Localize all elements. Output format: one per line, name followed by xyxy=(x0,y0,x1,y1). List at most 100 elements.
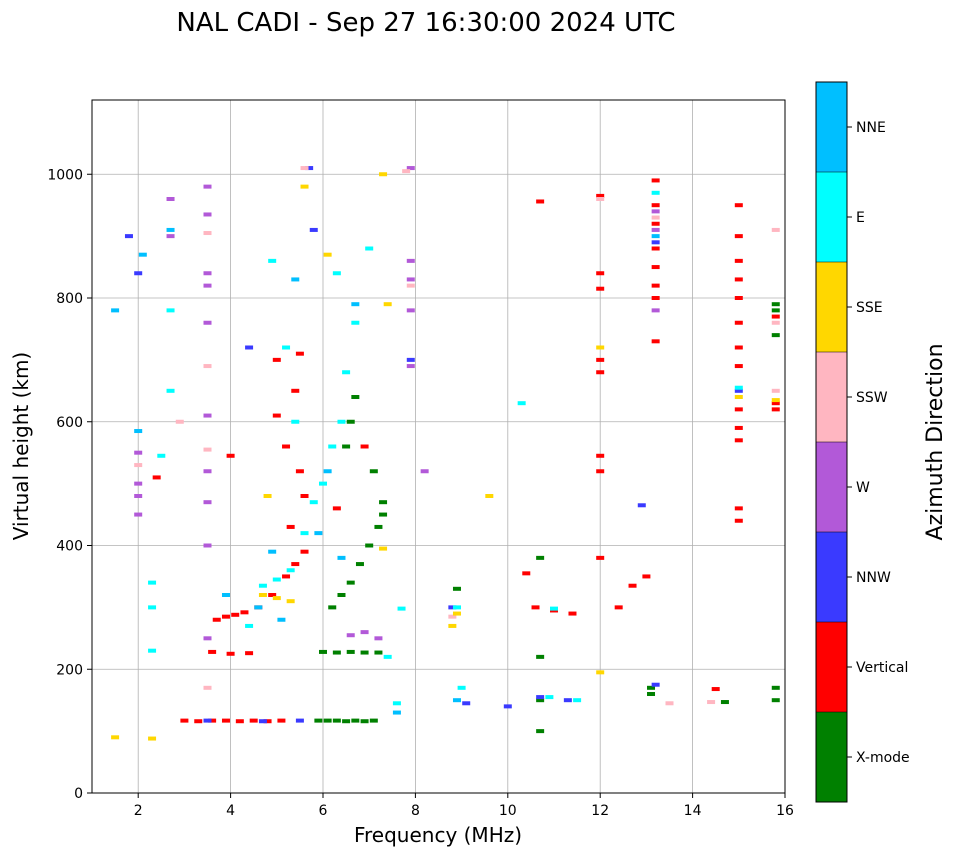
data-point-vertical xyxy=(734,258,743,263)
data-point-x-mode xyxy=(328,605,337,610)
data-point-vertical xyxy=(734,203,743,208)
colorbar-label-sse: SSE xyxy=(856,300,883,316)
data-point-nnw xyxy=(637,503,646,508)
data-point-sse xyxy=(379,172,388,177)
data-point-vertical xyxy=(651,246,660,251)
colorbar-frame xyxy=(815,81,848,803)
chart-title: NAL CADI - Sep 27 16:30:00 2024 UTC xyxy=(176,8,675,38)
data-point-sse xyxy=(300,184,309,189)
data-point-e xyxy=(286,568,295,573)
data-point-ssw xyxy=(707,700,716,705)
data-point-e xyxy=(457,685,466,690)
data-point-vertical xyxy=(245,651,254,656)
data-point-vertical xyxy=(263,719,272,724)
colorbar-label-vertical: Vertical xyxy=(856,660,908,676)
data-point-e xyxy=(268,258,277,263)
data-point-vertical xyxy=(360,444,369,449)
data-point-x-mode xyxy=(720,700,729,705)
data-point-sse xyxy=(452,611,461,616)
data-point-x-mode xyxy=(379,512,388,517)
data-point-e xyxy=(300,531,309,536)
data-point-vertical xyxy=(651,265,660,270)
data-point-x-mode xyxy=(342,444,351,449)
data-point-x-mode xyxy=(346,649,355,654)
y-axis-label: Virtual height (km) xyxy=(9,352,33,541)
data-point-w xyxy=(203,283,212,288)
data-point-e xyxy=(351,320,360,325)
data-point-vertical xyxy=(596,453,605,458)
data-point-e xyxy=(332,271,341,276)
data-point-x-mode xyxy=(647,692,656,696)
data-point-nnw xyxy=(536,695,545,700)
data-point-vertical xyxy=(651,296,660,300)
data-point-vertical xyxy=(240,610,249,615)
plot-frame xyxy=(91,99,786,794)
data-point-vertical xyxy=(734,407,743,412)
colorbar-segment-e xyxy=(816,172,847,262)
data-point-vertical xyxy=(194,719,203,724)
data-point-ssw xyxy=(448,614,457,619)
data-point-x-mode xyxy=(351,718,360,723)
data-point-x-mode xyxy=(360,719,369,724)
data-point-x-mode xyxy=(365,543,374,548)
data-point-e xyxy=(573,698,582,703)
x-tick-label: 16 xyxy=(776,803,794,819)
data-point-vertical xyxy=(711,687,720,692)
data-point-nnw xyxy=(258,719,267,724)
data-point-w xyxy=(134,494,143,498)
x-tick-label: 8 xyxy=(411,803,420,819)
data-point-w xyxy=(651,227,660,232)
data-point-e xyxy=(452,605,461,610)
data-point-vertical xyxy=(522,571,531,576)
data-point-ssw xyxy=(203,685,212,690)
data-point-w xyxy=(360,630,369,635)
y-tick-label: 600 xyxy=(56,415,83,431)
data-point-sse xyxy=(771,398,780,403)
data-point-w xyxy=(203,271,212,276)
data-point-sse xyxy=(286,599,295,604)
data-point-sse xyxy=(485,494,494,498)
data-point-nne xyxy=(452,698,461,703)
data-point-e xyxy=(342,370,351,375)
data-point-w xyxy=(346,633,355,638)
data-point-ssw xyxy=(203,364,212,369)
data-point-sse xyxy=(596,345,605,350)
data-point-w xyxy=(406,166,415,171)
data-point-x-mode xyxy=(369,718,378,723)
data-point-ssw xyxy=(175,419,184,424)
data-point-sse xyxy=(272,596,281,601)
data-point-sse xyxy=(323,252,332,257)
data-point-w xyxy=(203,212,212,217)
data-point-vertical xyxy=(231,612,240,617)
x-axis-ticks: 2 4 6 8 10 12 14 16 xyxy=(134,793,794,819)
data-point-vertical xyxy=(531,605,540,610)
data-point-x-mode xyxy=(346,419,355,424)
data-point-vertical xyxy=(277,718,286,723)
grid xyxy=(92,100,786,794)
data-point-vertical xyxy=(771,314,780,319)
data-point-nnw xyxy=(563,698,572,703)
data-point-w xyxy=(134,512,143,517)
x-tick-label: 2 xyxy=(134,803,143,819)
data-point-vertical xyxy=(300,549,309,554)
data-point-e xyxy=(166,388,175,393)
data-point-e xyxy=(148,580,157,585)
data-point-e xyxy=(282,345,291,350)
data-point-w xyxy=(406,364,415,369)
data-point-vertical xyxy=(221,614,230,619)
data-point-e xyxy=(157,453,166,458)
data-point-ssw xyxy=(203,231,212,236)
data-point-ssw xyxy=(300,166,309,171)
data-point-sse xyxy=(148,736,157,741)
data-point-vertical xyxy=(734,518,743,523)
data-point-vertical xyxy=(295,351,304,356)
data-point-vertical xyxy=(734,277,743,282)
data-point-nne xyxy=(314,531,323,536)
y-tick-label: 200 xyxy=(56,662,83,678)
data-point-e xyxy=(328,444,337,449)
data-point-nne xyxy=(323,469,332,474)
data-point-ssw xyxy=(771,320,780,325)
data-point-nne xyxy=(291,277,300,282)
data-point-w xyxy=(374,636,383,641)
data-point-vertical xyxy=(771,407,780,412)
